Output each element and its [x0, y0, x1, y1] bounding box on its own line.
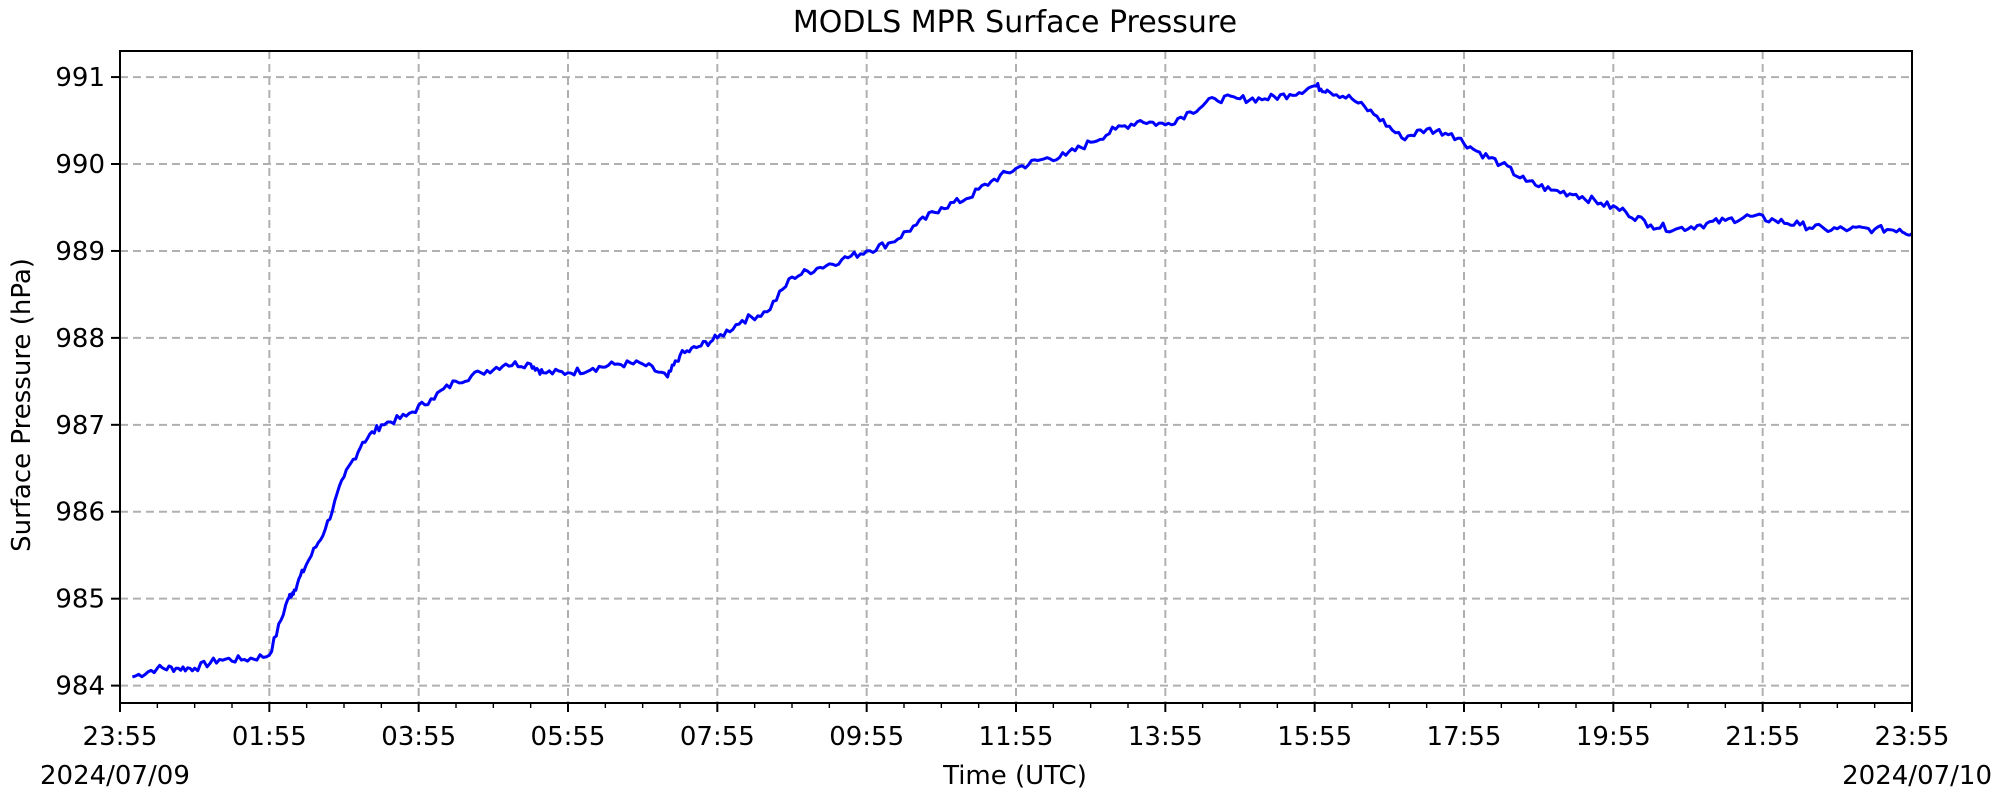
x-tick-label: 23:55 — [83, 722, 158, 752]
y-tick-label: 991 — [55, 63, 105, 93]
x-tick-label: 19:55 — [1576, 722, 1651, 752]
pressure-series-line — [131, 81, 1913, 679]
x-tick-label: 03:55 — [381, 722, 456, 752]
y-tick-label: 986 — [55, 498, 105, 528]
y-axis: 984 985 986 987 988 989 990 991 — [55, 63, 120, 702]
y-tick-label: 985 — [55, 585, 105, 615]
x-tick-label: 11:55 — [979, 722, 1054, 752]
x-end-date-label: 2024/07/10 — [1842, 761, 1992, 791]
x-tick-label: 05:55 — [531, 722, 606, 752]
x-axis: 23:55 01:55 03:55 05:55 07:55 09:55 11:55 13:55… — [83, 703, 1950, 752]
x-tick-label: 21:55 — [1725, 722, 1800, 752]
x-tick-label: 17:55 — [1427, 722, 1502, 752]
y-tick-label: 990 — [55, 150, 105, 180]
x-tick-label: 07:55 — [680, 722, 755, 752]
chart-title: MODLS MPR Surface Pressure — [793, 5, 1237, 40]
x-start-date-label: 2024/07/09 — [40, 761, 190, 791]
x-tick-label: 09:55 — [829, 722, 904, 752]
y-tick-label: 984 — [55, 672, 105, 702]
x-tick-label: 13:55 — [1128, 722, 1203, 752]
grid — [120, 51, 1912, 703]
y-tick-label: 989 — [55, 237, 105, 267]
x-axis-label: Time (UTC) — [942, 761, 1087, 791]
y-axis-label: Surface Pressure (hPa) — [7, 258, 37, 552]
y-tick-label: 987 — [55, 411, 105, 441]
y-tick-label: 988 — [55, 324, 105, 354]
x-tick-label: 01:55 — [232, 722, 307, 752]
x-tick-label: 23:55 — [1875, 722, 1950, 752]
plot-area — [131, 81, 1913, 679]
x-tick-label: 15:55 — [1277, 722, 1352, 752]
